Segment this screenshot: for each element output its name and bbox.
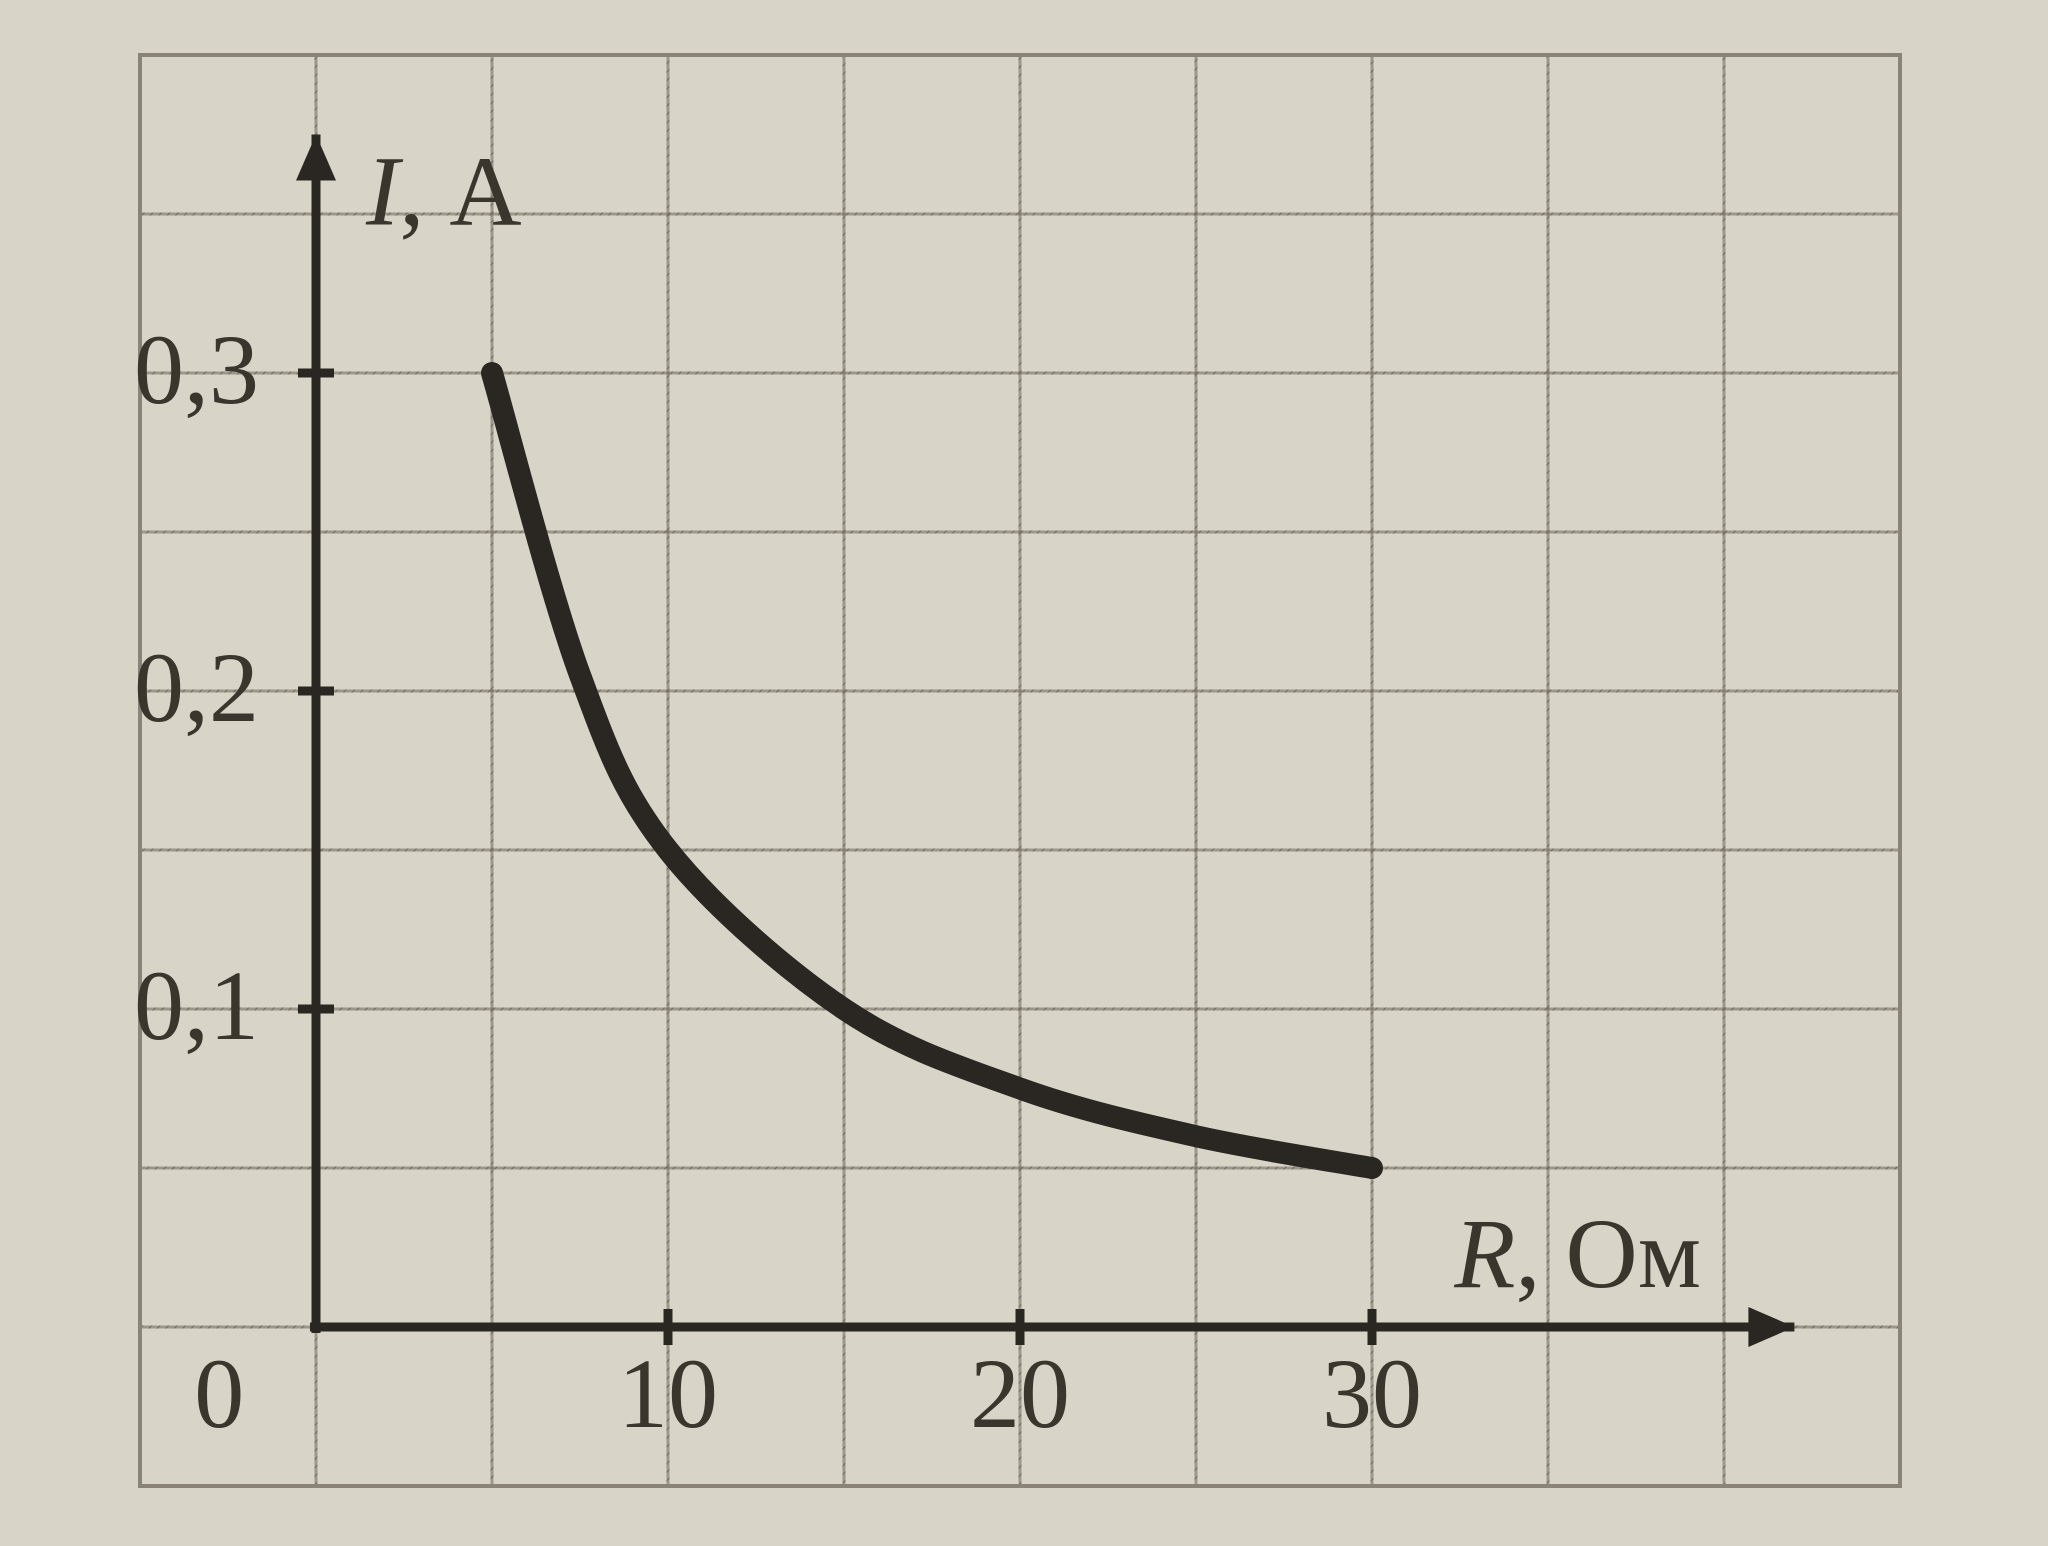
y-tick-label: 0,1 (134, 950, 259, 1061)
origin-label: 0 (194, 1338, 244, 1449)
y-axis-unit: А (449, 136, 521, 247)
y-axis-symbol: I (365, 136, 404, 247)
x-axis-symbol: R (1453, 1198, 1515, 1309)
x-tick-label: 30 (1322, 1338, 1422, 1449)
chart-svg: 0,1 0,2 0,3 10 20 30 0 I, А R, Ом (0, 0, 2048, 1546)
y-tick-label: 0,2 (134, 632, 259, 743)
y-tick-label: 0,3 (134, 314, 259, 425)
x-axis-unit: Ом (1565, 1198, 1701, 1309)
x-axis-label: R, Ом (1453, 1198, 1701, 1309)
y-axis-label: I, А (365, 136, 522, 247)
y-axis-comma: , (399, 136, 449, 247)
x-tick-label: 10 (618, 1338, 718, 1449)
x-axis-comma: , (1515, 1198, 1565, 1309)
x-tick-label: 20 (970, 1338, 1070, 1449)
physics-chart: 0,1 0,2 0,3 10 20 30 0 I, А R, Ом (0, 0, 2048, 1546)
